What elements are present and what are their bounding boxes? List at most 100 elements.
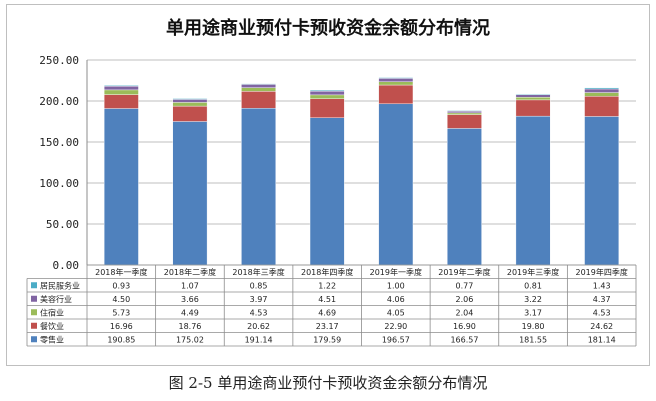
bar-segment (172, 102, 208, 107)
bar-segment (309, 90, 345, 96)
data-label: 16.90 (453, 322, 476, 331)
data-label: 179.59 (313, 336, 341, 345)
x-category-label: 2019年四季度 (576, 267, 628, 277)
chart-title: 单用途商业预付卡预收资金余额分布情况 (166, 18, 490, 39)
data-label: 1.22 (318, 282, 336, 291)
data-label: 20.62 (247, 322, 270, 331)
stacked-bar-chart: 0.00 50.00 100.00 150.00 200.00 250.00 2018年一季… (26, 54, 637, 347)
bar-segment (378, 78, 414, 82)
x-category-label: 2018年三季度 (232, 267, 284, 277)
legend-label: 零售业 (40, 335, 64, 345)
data-label: 3.22 (524, 295, 542, 304)
bar-segment (447, 110, 482, 114)
bar-segment (241, 87, 276, 92)
data-label: 4.37 (593, 295, 611, 304)
data-label: 23.17 (316, 322, 339, 331)
data-label: 0.81 (524, 282, 542, 291)
data-label: 1.07 (181, 282, 199, 291)
figure-caption: 图 2-5 单用途商业预付卡预收资金余额分布情况 (168, 374, 488, 392)
bar-segment (103, 85, 139, 87)
data-label: 190.85 (107, 336, 135, 345)
data-label: 4.49 (181, 309, 199, 318)
bar-segment (309, 89, 345, 92)
bar-segment (172, 105, 208, 122)
data-label: 181.14 (588, 336, 616, 345)
bar-segment (447, 112, 482, 115)
bar-segment (584, 96, 620, 117)
bar-segment (584, 87, 620, 90)
bar-segment (447, 128, 482, 266)
bar-segment (241, 91, 276, 109)
bar-segment (241, 108, 276, 266)
y-tick-label: 200.00 (39, 95, 79, 108)
bar-segment (241, 84, 276, 88)
bar-segment (378, 84, 414, 105)
data-label: 2.04 (456, 309, 474, 318)
legend-swatch (31, 336, 37, 343)
bar-segment (309, 117, 345, 266)
bar-segment (584, 88, 620, 93)
legend-swatch (31, 322, 37, 329)
bar-segment (241, 83, 276, 85)
bar-segment (515, 93, 551, 95)
data-label: 3.66 (181, 295, 199, 304)
data-label: 22.90 (384, 322, 407, 331)
data-label: 0.93 (112, 282, 130, 291)
bar-segment (103, 89, 139, 95)
bar-segment (584, 92, 620, 97)
bar-segment (378, 77, 414, 79)
bar-segment (172, 99, 208, 103)
data-label: 18.76 (178, 322, 201, 331)
legend-label: 居民服务业 (40, 281, 80, 291)
data-label: 5.73 (112, 309, 130, 318)
data-label: 4.51 (318, 295, 336, 304)
data-label: 0.85 (250, 282, 268, 291)
data-label: 3.17 (524, 309, 542, 318)
bar-segment (378, 81, 414, 86)
bar-segment (103, 94, 139, 109)
legend-swatch (31, 295, 37, 302)
y-tick-label: 250.00 (39, 54, 79, 67)
y-tick-label: 0.00 (53, 259, 80, 272)
x-category-label: 2018年二季度 (164, 267, 216, 277)
x-category-label: 2018年四季度 (301, 267, 353, 277)
data-label: 4.53 (250, 309, 268, 318)
data-label: 4.50 (112, 295, 130, 304)
y-tick-label: 150.00 (39, 136, 79, 149)
x-category-label: 2019年三季度 (507, 267, 559, 277)
data-label: 191.14 (245, 336, 273, 345)
bar-segment (447, 114, 482, 129)
bar-segment (515, 94, 551, 98)
data-label: 19.80 (522, 322, 545, 331)
x-category-label: 2019年二季度 (438, 267, 490, 277)
data-label: 4.05 (387, 309, 405, 318)
data-label: 3.97 (250, 295, 268, 304)
bar-segment (103, 108, 139, 266)
data-label: 1.00 (387, 282, 405, 291)
y-tick-label: 100.00 (39, 177, 79, 190)
x-category-label: 2018年一季度 (95, 267, 147, 277)
data-label: 4.53 (593, 309, 611, 318)
bar-segment (515, 99, 551, 117)
bar-segment (378, 103, 414, 266)
data-label: 24.62 (590, 322, 613, 331)
bar-segment (172, 121, 208, 266)
data-label: 4.69 (318, 309, 336, 318)
legend-swatch (31, 282, 37, 289)
data-label: 196.57 (382, 336, 410, 345)
bar-segment (515, 97, 551, 101)
bar-segment (515, 115, 551, 266)
legend-swatch (31, 309, 37, 316)
data-label: 0.77 (456, 282, 474, 291)
legend-label: 美容行业 (40, 294, 72, 304)
bar-segment (172, 98, 208, 100)
data-label: 2.06 (456, 295, 474, 304)
data-label: 181.55 (519, 336, 547, 345)
bar-segment (309, 94, 345, 99)
data-label: 1.43 (593, 282, 611, 291)
data-label: 166.57 (450, 336, 478, 345)
x-category-label: 2019年一季度 (370, 267, 422, 277)
legend-label: 住宿业 (40, 308, 64, 318)
bar-segment (584, 116, 620, 266)
legend-label: 餐饮业 (40, 321, 64, 331)
